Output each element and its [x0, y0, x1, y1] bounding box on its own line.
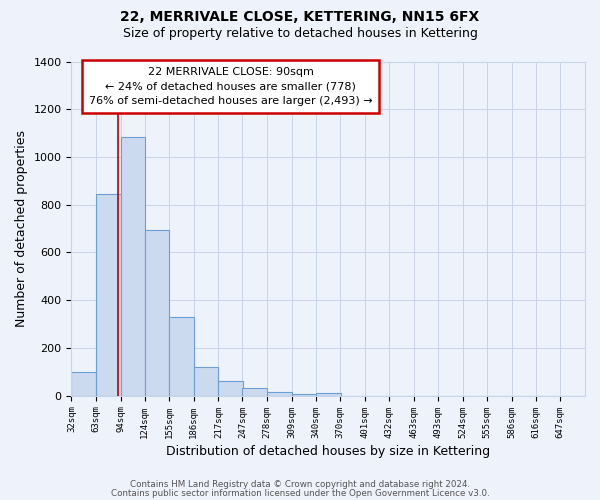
Text: Contains public sector information licensed under the Open Government Licence v3: Contains public sector information licen… [110, 488, 490, 498]
Text: Contains HM Land Registry data © Crown copyright and database right 2024.: Contains HM Land Registry data © Crown c… [130, 480, 470, 489]
Bar [218, 382, 243, 396]
Text: Size of property relative to detached houses in Kettering: Size of property relative to detached ho… [122, 28, 478, 40]
Bar [316, 393, 341, 396]
Bar [71, 372, 96, 396]
Bar [96, 194, 121, 396]
Bar [292, 394, 316, 396]
Text: 22 MERRIVALE CLOSE: 90sqm
← 24% of detached houses are smaller (778)
76% of semi: 22 MERRIVALE CLOSE: 90sqm ← 24% of detac… [89, 66, 373, 106]
Bar [121, 136, 145, 396]
Bar [194, 367, 218, 396]
Bar [267, 392, 292, 396]
Text: 22, MERRIVALE CLOSE, KETTERING, NN15 6FX: 22, MERRIVALE CLOSE, KETTERING, NN15 6FX [121, 10, 479, 24]
Bar [242, 388, 267, 396]
Bar [145, 230, 169, 396]
X-axis label: Distribution of detached houses by size in Kettering: Distribution of detached houses by size … [166, 444, 490, 458]
Bar [169, 317, 194, 396]
Y-axis label: Number of detached properties: Number of detached properties [15, 130, 28, 327]
